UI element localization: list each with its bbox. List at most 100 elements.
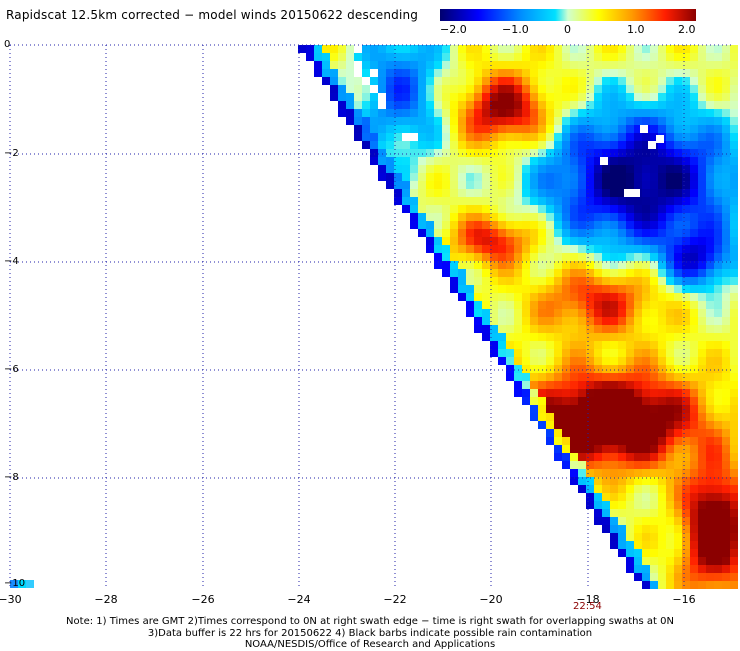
wind-cell bbox=[674, 533, 682, 541]
wind-cell bbox=[706, 349, 714, 357]
wind-cell bbox=[602, 509, 610, 517]
wind-cell bbox=[706, 397, 714, 405]
wind-cell bbox=[618, 125, 626, 133]
wind-cell bbox=[538, 53, 546, 61]
wind-cell bbox=[602, 229, 610, 237]
wind-cell bbox=[458, 245, 466, 253]
wind-cell bbox=[482, 141, 490, 149]
wind-cell bbox=[602, 301, 610, 309]
wind-cell bbox=[474, 245, 482, 253]
wind-cell bbox=[554, 365, 562, 373]
wind-cell bbox=[690, 389, 698, 397]
wind-cell bbox=[562, 373, 570, 381]
wind-cell bbox=[690, 517, 698, 525]
wind-cell bbox=[594, 325, 602, 333]
wind-cell bbox=[650, 581, 658, 589]
wind-cell bbox=[722, 133, 730, 141]
wind-cell bbox=[706, 61, 714, 69]
wind-cell bbox=[730, 261, 738, 269]
wind-cell bbox=[450, 109, 458, 117]
wind-cell bbox=[698, 301, 706, 309]
wind-cell bbox=[562, 357, 570, 365]
wind-cell bbox=[474, 237, 482, 245]
wind-cell bbox=[706, 205, 714, 213]
wind-cell bbox=[474, 309, 482, 317]
wind-cell bbox=[474, 69, 482, 77]
wind-cell bbox=[578, 333, 586, 341]
wind-cell bbox=[482, 269, 490, 277]
wind-cell bbox=[618, 101, 626, 109]
wind-cell bbox=[642, 109, 650, 117]
wind-cell bbox=[594, 301, 602, 309]
wind-cell bbox=[426, 117, 434, 125]
wind-cell bbox=[714, 573, 722, 581]
colorbar-tick: 1.0 bbox=[627, 23, 645, 36]
wind-cell bbox=[602, 149, 610, 157]
wind-cell bbox=[610, 205, 618, 213]
wind-cell bbox=[722, 93, 730, 101]
wind-cell bbox=[674, 573, 682, 581]
wind-cell bbox=[522, 237, 530, 245]
wind-cell bbox=[434, 157, 442, 165]
wind-cell bbox=[554, 165, 562, 173]
wind-cell bbox=[474, 213, 482, 221]
wind-cell bbox=[434, 141, 442, 149]
wind-cell bbox=[402, 53, 410, 61]
wind-cell bbox=[442, 141, 450, 149]
wind-cell bbox=[602, 429, 610, 437]
wind-cell bbox=[586, 493, 594, 501]
wind-cell bbox=[578, 117, 586, 125]
wind-cell bbox=[706, 309, 714, 317]
wind-cell bbox=[514, 277, 522, 285]
wind-cell bbox=[706, 357, 714, 365]
wind-cell bbox=[626, 45, 634, 53]
wind-cell bbox=[586, 133, 594, 141]
wind-cell bbox=[586, 109, 594, 117]
wind-cell bbox=[490, 133, 498, 141]
wind-cell bbox=[594, 45, 602, 53]
wind-cell bbox=[690, 357, 698, 365]
wind-cell bbox=[682, 581, 690, 589]
wind-cell bbox=[498, 133, 506, 141]
wind-cell bbox=[578, 397, 586, 405]
wind-cell bbox=[714, 237, 722, 245]
wind-cell bbox=[506, 229, 514, 237]
wind-cell bbox=[570, 437, 578, 445]
wind-cell bbox=[650, 109, 658, 117]
wind-cell bbox=[586, 237, 594, 245]
wind-cell bbox=[690, 581, 698, 589]
wind-cell bbox=[730, 125, 738, 133]
wind-cell bbox=[410, 77, 418, 85]
wind-cell bbox=[626, 333, 634, 341]
wind-cell bbox=[346, 61, 354, 69]
wind-cell bbox=[586, 205, 594, 213]
wind-cell bbox=[706, 461, 714, 469]
wind-cell bbox=[594, 437, 602, 445]
wind-cell bbox=[554, 285, 562, 293]
wind-cell bbox=[586, 341, 594, 349]
wind-cell bbox=[458, 293, 466, 301]
wind-cell bbox=[634, 45, 642, 53]
wind-cell bbox=[634, 69, 642, 77]
wind-cell bbox=[602, 277, 610, 285]
wind-cell bbox=[706, 413, 714, 421]
wind-cell bbox=[466, 85, 474, 93]
wind-cell bbox=[450, 213, 458, 221]
wind-cell bbox=[586, 69, 594, 77]
wind-cell bbox=[634, 341, 642, 349]
wind-cell bbox=[642, 389, 650, 397]
wind-cell bbox=[682, 565, 690, 573]
wind-cell bbox=[658, 429, 666, 437]
wind-cell bbox=[506, 173, 514, 181]
wind-cell bbox=[562, 325, 570, 333]
wind-cell bbox=[530, 77, 538, 85]
wind-cell bbox=[682, 61, 690, 69]
wind-cell bbox=[506, 341, 514, 349]
wind-cell bbox=[522, 149, 530, 157]
wind-cell bbox=[698, 469, 706, 477]
wind-cell bbox=[650, 413, 658, 421]
wind-cell bbox=[562, 461, 570, 469]
wind-cell bbox=[682, 77, 690, 85]
wind-cell bbox=[602, 293, 610, 301]
wind-cell bbox=[682, 357, 690, 365]
